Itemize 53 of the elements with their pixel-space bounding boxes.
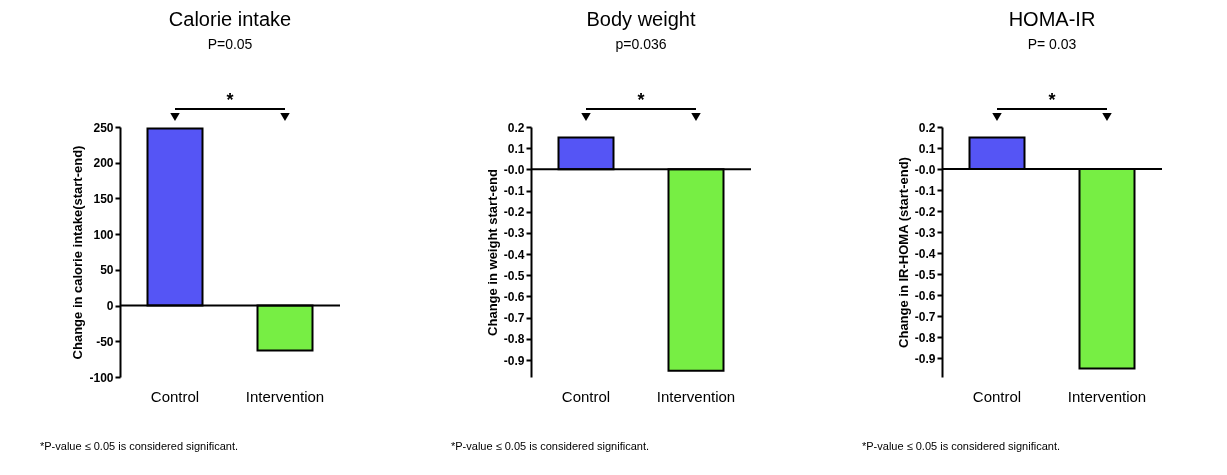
chart-subtitle: P= 0.03 [1027, 36, 1077, 52]
y-tick-label: -0.6 [503, 289, 525, 304]
y-tick-label: 250 [93, 120, 114, 135]
y-tick-label: 0 [106, 299, 114, 314]
chart-title: Calorie intake [168, 8, 292, 30]
text: * [1048, 90, 1056, 110]
x-tick-label: Control [150, 387, 200, 405]
y-tick-label: -50 [96, 334, 114, 349]
y-tick-label: -0.1 [914, 183, 936, 198]
y-tick-label: 200 [93, 156, 114, 171]
text: *P-value ≤ 0.05 is considered significant. [40, 440, 239, 452]
y-tick-label: -0.7 [503, 311, 525, 326]
x-tick-label: Control [561, 387, 611, 405]
y-tick-label: -0.7 [914, 309, 936, 324]
y-tick-label: -0.4 [503, 247, 525, 262]
y-tick-label: 50 [100, 263, 114, 278]
y-axis-title: Change in IR-HOMA (start-end) [895, 157, 911, 348]
y-tick-label: -0.3 [914, 225, 936, 240]
text: *P-value ≤ 0.05 is considered significant. [862, 440, 1061, 452]
y-axis-title: Change in weight start-end [484, 169, 500, 336]
y-tick-label: -0.0 [914, 162, 936, 177]
y-tick-label: 0.2 [918, 120, 936, 135]
y-tick-label: -0.8 [914, 330, 936, 345]
y-tick-label: -0.4 [914, 246, 936, 261]
y-axis-title: Change in calorie intake(start-end) [70, 145, 86, 360]
chart-title: HOMA-IR [1008, 8, 1096, 30]
text: * [637, 90, 645, 110]
text: *P-value ≤ 0.05 is considered significant. [451, 440, 650, 452]
y-tick-label: -0.5 [914, 267, 936, 282]
y-tick-label: 100 [93, 227, 114, 242]
x-tick-label: Control [972, 387, 1022, 405]
y-tick-label: -0.3 [503, 226, 525, 241]
y-tick-label: -0.0 [503, 162, 525, 177]
y-tick-label: -0.2 [503, 205, 525, 220]
chart-subtitle: P=0.05 [207, 36, 253, 52]
x-tick-label: Intervention [656, 387, 736, 405]
y-tick-label: -0.9 [914, 351, 936, 366]
y-tick-label: -0.2 [914, 204, 936, 219]
chart-title: Body weight [586, 8, 696, 30]
y-tick-label: -100 [89, 370, 114, 385]
y-tick-label: -0.5 [503, 268, 525, 283]
y-tick-label: 0.1 [507, 141, 525, 156]
y-tick-label: 0.1 [918, 141, 936, 156]
y-tick-label: 0.2 [507, 120, 525, 135]
y-tick-label: -0.9 [503, 353, 525, 368]
y-tick-label: -0.1 [503, 184, 525, 199]
y-tick-label: -0.6 [914, 288, 936, 303]
chart-subtitle: p=0.036 [615, 36, 667, 52]
x-tick-label: Intervention [1067, 387, 1147, 405]
y-tick-label: 150 [93, 191, 114, 206]
y-tick-label: -0.8 [503, 332, 525, 347]
x-tick-label: Intervention [245, 387, 325, 405]
text: * [226, 90, 234, 110]
